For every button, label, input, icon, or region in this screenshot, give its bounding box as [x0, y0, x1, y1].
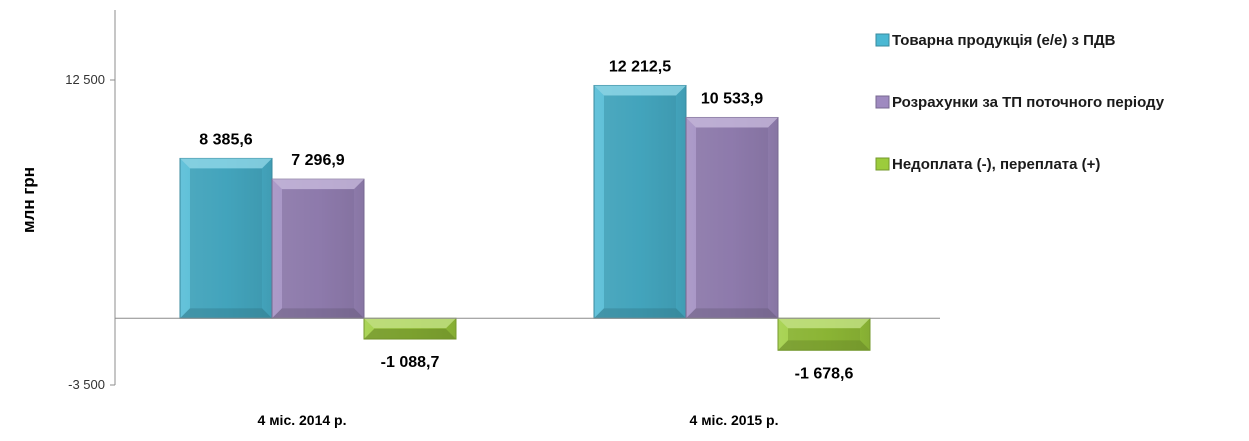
legend-swatch: [875, 33, 890, 47]
category-label: 4 міс. 2015 р.: [690, 412, 779, 428]
legend-label: Товарна продукція (е/е) з ПДВ: [892, 32, 1116, 49]
data-label: 12 212,5: [609, 58, 671, 75]
bar: [685, 116, 779, 319]
bar: [179, 157, 273, 319]
data-label: 8 385,6: [199, 131, 252, 148]
category-label: 4 міс. 2014 р.: [258, 412, 347, 428]
data-label: 7 296,9: [291, 152, 344, 169]
bar: [593, 84, 687, 319]
legend-item: Недоплата (-), переплата (+): [875, 156, 1100, 173]
y-tick-label: 12 500: [65, 72, 105, 87]
legend-label: Недоплата (-), переплата (+): [892, 156, 1100, 173]
y-axis-label: млн грн: [19, 167, 38, 233]
data-label: -1 678,6: [795, 365, 854, 382]
bar: [271, 178, 365, 319]
bar: [777, 317, 871, 351]
legend-label: Розрахунки за ТП поточного періоду: [892, 94, 1165, 111]
data-label: 10 533,9: [701, 90, 763, 107]
data-label: -1 088,7: [381, 354, 440, 371]
legend-item: Розрахунки за ТП поточного періоду: [875, 94, 1165, 111]
legend-swatch: [875, 95, 890, 109]
legend-item: Товарна продукція (е/е) з ПДВ: [875, 32, 1116, 49]
legend-swatch: [875, 157, 890, 171]
bar: [363, 317, 457, 340]
y-tick-label: -3 500: [68, 377, 105, 392]
